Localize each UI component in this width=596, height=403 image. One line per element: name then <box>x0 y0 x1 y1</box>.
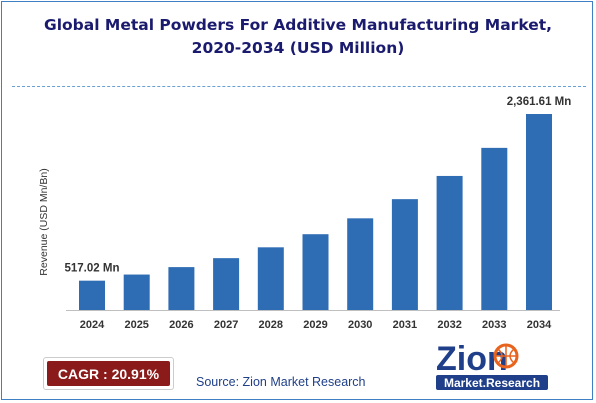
x-tick-label-2026: 2026 <box>169 319 193 331</box>
source-text: Source: Zion Market Research <box>196 375 366 389</box>
data-label-last: 2,361.61 Mn <box>507 96 572 108</box>
x-tick-label-2030: 2030 <box>348 319 372 331</box>
bar-2025 <box>123 274 150 310</box>
bar-2024 <box>79 280 105 310</box>
x-tick-label-2031: 2031 <box>393 319 417 331</box>
bar-2033 <box>481 147 508 310</box>
logo-word-zion: Zion <box>436 340 508 378</box>
x-tick-label-2029: 2029 <box>303 319 327 331</box>
bar-2032 <box>436 175 463 310</box>
chart-title-line-1: Global Metal Powders For Additive Manufa… <box>43 16 553 34</box>
chart-title-line-2: 2020-2034 (USD Million) <box>191 39 405 57</box>
x-tick-label-2024: 2024 <box>80 319 105 331</box>
data-label-first: 517.02 Mn <box>65 263 120 275</box>
bar-2031 <box>391 199 418 310</box>
logo-word-market-research: Market.Research <box>444 376 540 390</box>
logo-band <box>436 375 548 390</box>
x-tick-label-2033: 2033 <box>482 319 506 331</box>
x-tick-label-2034: 2034 <box>527 319 552 331</box>
x-tick-label-2032: 2032 <box>437 319 461 331</box>
chart-title: Global Metal Powders For Additive Manufa… <box>0 14 596 60</box>
bar-2027 <box>213 258 240 310</box>
x-tick-label-2028: 2028 <box>259 319 283 331</box>
title-divider <box>12 86 586 87</box>
bar-2030 <box>347 218 374 310</box>
x-tick-label-2027: 2027 <box>214 319 238 331</box>
bar-2026 <box>168 267 195 310</box>
cagr-badge: CAGR : 20.91% <box>43 357 174 390</box>
zion-logo: Zion Market.Research <box>436 340 548 390</box>
bar-2034 <box>526 114 552 310</box>
bar-2028 <box>257 247 284 310</box>
bar-2029 <box>302 234 329 310</box>
x-tick-label-2025: 2025 <box>124 319 148 331</box>
cagr-label: CAGR : 20.91% <box>47 361 170 386</box>
